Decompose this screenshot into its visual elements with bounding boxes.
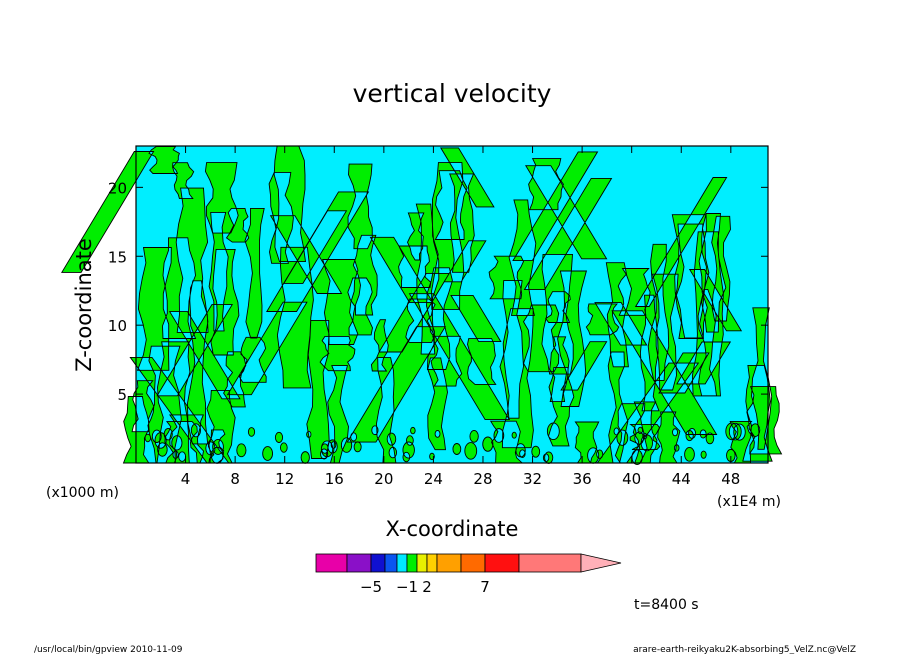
colorbar-segment-5: [406, 553, 418, 573]
y-tick-label-3: 20: [108, 179, 127, 197]
x-tick-label-5: 24: [424, 470, 443, 488]
colorbar-segment-6: [416, 553, 428, 573]
colorbar-label-3: 7: [480, 578, 490, 596]
colorbar-segment-0: [315, 553, 348, 573]
colorbar-label-2: 2: [422, 578, 432, 596]
colorbar-segment-9: [460, 553, 486, 573]
y-axis-label: Z-coordinate: [72, 238, 96, 372]
colorbar-segment-2: [370, 553, 386, 573]
y-tick-label-2: 15: [108, 248, 127, 266]
colorbar-segment-3: [384, 553, 398, 573]
x-axis-label: X-coordinate: [386, 517, 519, 541]
colorbar-segment-4: [396, 553, 408, 573]
plot-area: [61, 145, 783, 465]
colorbar-segment-11: [518, 553, 582, 573]
colorbar: [315, 553, 622, 573]
colorbar-segment-7: [426, 553, 438, 573]
x-tick-label-3: 16: [325, 470, 344, 488]
colorbar-segment-1: [346, 553, 372, 573]
y-tick-label-0: 5: [117, 386, 127, 404]
plot-frame: [135, 145, 769, 464]
x-tick-label-11: 48: [721, 470, 740, 488]
y-tick-label-1: 10: [108, 317, 127, 335]
colorbar-label-0: −5: [360, 578, 382, 596]
x-scale-note: (x1E4 m): [717, 494, 781, 510]
x-unit-label: (x1000 m): [46, 485, 119, 501]
chart-title: vertical velocity: [353, 79, 552, 108]
x-tick-label-2: 12: [275, 470, 294, 488]
colorbar-labels: −5 −1 2 7: [360, 578, 490, 596]
x-axis-ticks: 4 8 12 16 20 24 28 32 36 40 44 48: [181, 146, 740, 488]
x-tick-label-10: 44: [672, 470, 691, 488]
y-axis-ticks: 5 10 15 20: [108, 179, 768, 404]
x-tick-label-8: 36: [573, 470, 592, 488]
x-tick-label-7: 32: [523, 470, 542, 488]
x-tick-label-1: 8: [230, 470, 240, 488]
colorbar-segment-8: [436, 553, 462, 573]
footer-right: arare-earth-reikyaku2K-absorbing5_VelZ.n…: [633, 645, 856, 654]
colorbar-segment-10: [484, 553, 520, 573]
colorbar-arrow: [580, 553, 622, 573]
colorbar-label-1: −1: [396, 578, 418, 596]
x-tick-label-6: 28: [473, 470, 492, 488]
x-tick-label-4: 20: [374, 470, 393, 488]
x-tick-label-0: 4: [181, 470, 191, 488]
x-tick-label-9: 40: [622, 470, 641, 488]
footer-left: /usr/local/bin/gpview 2010-11-09: [34, 645, 183, 654]
time-label: t=8400 s: [634, 597, 699, 613]
